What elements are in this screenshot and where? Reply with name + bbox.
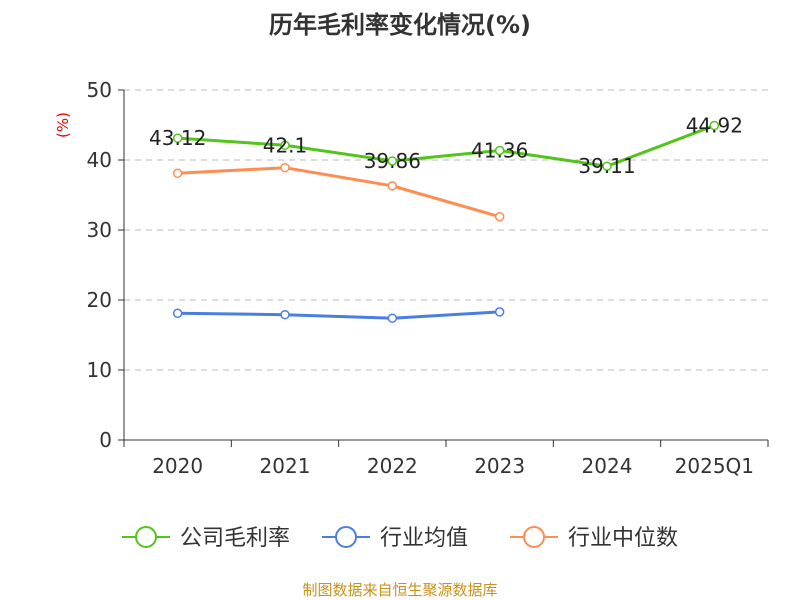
legend-label[interactable]: 行业均值 bbox=[380, 526, 468, 551]
data-point[interactable] bbox=[494, 145, 505, 156]
data-point[interactable] bbox=[172, 133, 183, 143]
y-tick-label: 50 bbox=[87, 78, 112, 102]
footer-source: 制图数据来自恒生聚源数据库 bbox=[302, 581, 497, 599]
y-tick-label: 40 bbox=[87, 148, 112, 172]
x-tick-label: 2023 bbox=[474, 454, 525, 478]
x-tick-label: 2024 bbox=[582, 454, 633, 478]
series-line bbox=[177, 124, 715, 168]
y-tick-label: 20 bbox=[87, 288, 112, 312]
y-axis-label: (%) bbox=[54, 112, 72, 138]
data-point[interactable] bbox=[280, 162, 290, 173]
data-label: 39.11 bbox=[578, 154, 635, 178]
series-line bbox=[177, 310, 500, 320]
data-label: 44.92 bbox=[686, 114, 743, 138]
data-point[interactable] bbox=[280, 309, 290, 320]
x-tick-label: 2021 bbox=[260, 454, 311, 478]
legend-marker[interactable] bbox=[335, 526, 357, 548]
data-point[interactable] bbox=[387, 181, 398, 191]
data-point[interactable] bbox=[602, 161, 612, 171]
data-point[interactable] bbox=[494, 211, 505, 222]
y-tick-label: 0 bbox=[99, 428, 112, 452]
x-tick-label: 2025Q1 bbox=[675, 454, 754, 478]
legend-label[interactable]: 公司毛利率 bbox=[180, 526, 290, 551]
data-point[interactable] bbox=[172, 308, 183, 319]
data-point[interactable] bbox=[709, 120, 720, 131]
data-label: 43.12 bbox=[149, 126, 206, 150]
legend-marker[interactable] bbox=[523, 526, 545, 548]
data-label: 41.36 bbox=[471, 138, 528, 162]
data-point[interactable] bbox=[387, 156, 398, 166]
chart-title: 历年毛利率变化情况(%) bbox=[269, 11, 531, 39]
data-point[interactable] bbox=[280, 140, 290, 151]
legend-marker[interactable] bbox=[135, 526, 157, 548]
series-line bbox=[177, 166, 501, 219]
x-tick-label: 2022 bbox=[367, 454, 418, 478]
data-point[interactable] bbox=[494, 307, 505, 317]
y-tick-label: 10 bbox=[87, 358, 112, 382]
y-tick-label: 30 bbox=[87, 218, 112, 242]
x-tick-label: 2020 bbox=[152, 454, 203, 478]
data-label: 39.86 bbox=[364, 149, 421, 173]
data-point[interactable] bbox=[172, 168, 183, 179]
data-label: 42.1 bbox=[263, 133, 308, 157]
data-point[interactable] bbox=[387, 313, 398, 323]
legend-label[interactable]: 行业中位数 bbox=[568, 526, 678, 551]
